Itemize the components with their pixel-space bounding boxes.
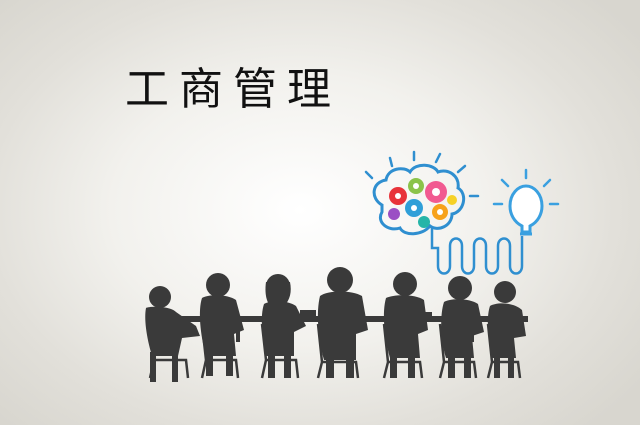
person-silhouette	[487, 281, 526, 378]
gear-hub	[395, 193, 401, 199]
table-top	[176, 316, 528, 322]
brain-outline	[372, 163, 466, 236]
bulb-glass	[508, 184, 544, 234]
gear	[388, 208, 400, 220]
gear-hub	[437, 209, 443, 215]
gear-hub	[432, 188, 440, 196]
person-silhouette	[199, 273, 244, 376]
brain-gears-icon	[364, 150, 480, 236]
conference-table	[176, 310, 528, 342]
gear-hub	[413, 183, 419, 189]
person-silhouette	[441, 276, 484, 378]
gear	[418, 216, 430, 228]
gear-hub	[411, 205, 417, 211]
gear	[447, 195, 457, 205]
connecting-wire-icon	[430, 228, 524, 275]
bulb-rays	[492, 168, 560, 206]
chairs	[148, 323, 522, 379]
light-bulb-icon	[492, 168, 560, 236]
laptop	[300, 310, 316, 316]
meeting-silhouettes	[145, 267, 526, 382]
person-silhouette	[261, 274, 306, 378]
brain-rays	[364, 150, 480, 198]
person-silhouette	[317, 267, 368, 378]
page-title: 工商管理	[125, 64, 341, 115]
document	[420, 312, 432, 316]
person-silhouette	[383, 272, 428, 378]
